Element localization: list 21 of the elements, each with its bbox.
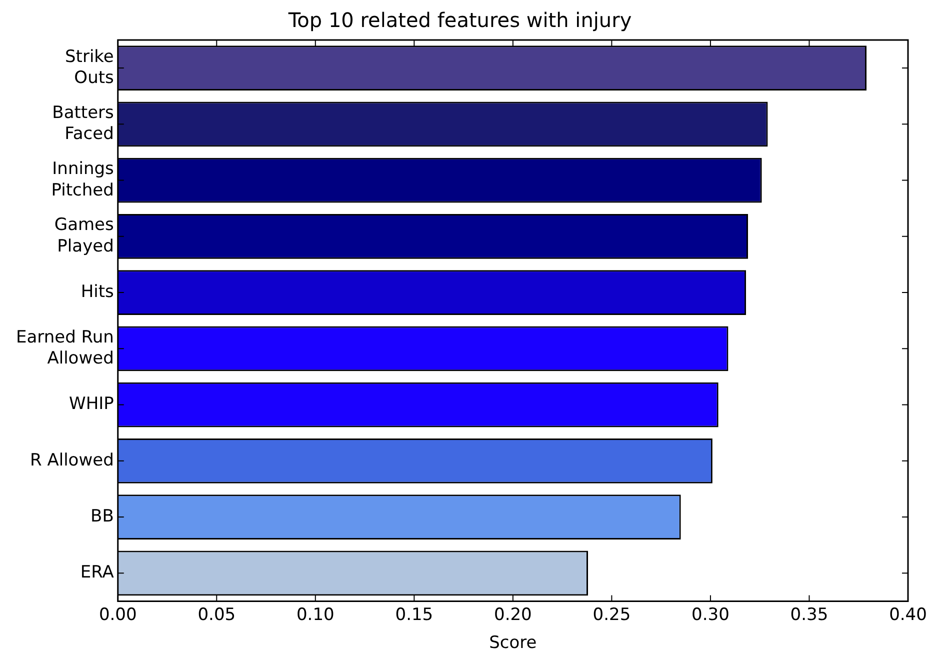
x-tick-label: 0.10 [296,604,334,625]
y-tick-label: Hits [80,282,114,302]
y-tick-label: BB [90,506,114,526]
x-tick-label: 0.20 [494,604,532,625]
x-tick-label: 0.40 [889,604,927,625]
y-tick-label: Batters Faced [52,102,114,144]
x-tick-label: 0.00 [98,604,137,625]
y-tick-label: ERA [80,562,114,583]
y-tick-label: Games Played [54,215,114,256]
y-tick-label: R Allowed [30,450,114,470]
y-tick-label: Innings Pitched [51,159,114,200]
x-tick-label: 0.05 [198,604,236,625]
x-tick-label: 0.15 [395,604,434,625]
chart-title: Top 10 related features with injury [287,8,632,32]
x-tick-label: 0.25 [592,604,631,625]
x-axis-title: Score [489,633,537,654]
x-tick-label: 0.35 [790,604,828,625]
y-tick-label: Earned Run Allowed [16,327,114,369]
y-tick-label: Strike Outs [65,46,114,88]
y-tick-label: WHIP [69,394,114,414]
x-tick-label: 0.30 [692,604,730,625]
